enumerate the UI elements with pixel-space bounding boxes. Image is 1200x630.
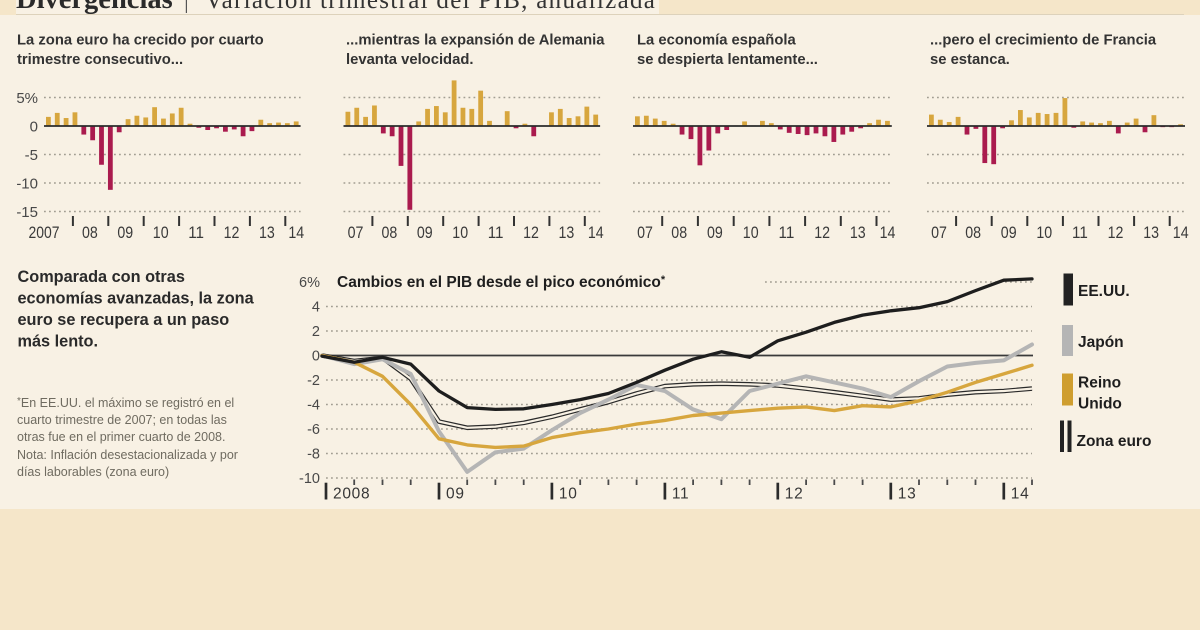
svg-text:14: 14 [288, 224, 304, 242]
svg-text:-8: -8 [307, 447, 320, 463]
svg-text:La economía española: La economía española [637, 33, 796, 49]
svg-text:09: 09 [707, 224, 723, 242]
svg-text:5%: 5% [16, 90, 38, 107]
svg-text:11: 11 [779, 224, 795, 242]
svg-text:10: 10 [743, 224, 759, 242]
svg-text:-5: -5 [25, 147, 38, 164]
svg-text:10: 10 [153, 224, 169, 242]
svg-text:6%: 6% [299, 275, 320, 291]
svg-text:-2: -2 [307, 373, 320, 389]
svg-text:2008: 2008 [333, 486, 370, 503]
svg-text:levanta velocidad.: levanta velocidad. [346, 52, 473, 68]
svg-text:12: 12 [814, 224, 830, 242]
svg-text:4: 4 [312, 300, 320, 316]
svg-text:13: 13 [850, 224, 866, 242]
svg-text:13: 13 [559, 224, 575, 242]
svg-text:euro se recupera a un paso: euro se recupera a un paso [18, 311, 230, 329]
svg-text:-10: -10 [16, 176, 38, 193]
svg-text:10: 10 [559, 486, 578, 503]
svg-text:09: 09 [446, 486, 465, 503]
svg-text:11: 11 [1072, 224, 1088, 242]
svg-text:0: 0 [312, 349, 320, 365]
svg-text:...mientras la expansión de Al: ...mientras la expansión de Alemania [346, 33, 605, 49]
svg-text:11: 11 [672, 486, 690, 503]
svg-text:-10: -10 [299, 471, 320, 487]
svg-text:08: 08 [965, 224, 981, 242]
svg-text:12: 12 [1108, 224, 1124, 242]
svg-text:La zona euro ha crecido por cu: La zona euro ha crecido por cuarto [17, 33, 264, 49]
svg-text:Divergencias: Divergencias [16, 0, 173, 15]
svg-text:Reino: Reino [1078, 375, 1121, 392]
svg-text:más lento.: más lento. [18, 333, 99, 351]
svg-text:13: 13 [898, 486, 917, 503]
svg-text:otras fue en el primer cuarto: otras fue en el primer cuarto de 2008. [17, 430, 225, 444]
svg-text:07: 07 [637, 224, 653, 242]
svg-text:11: 11 [188, 224, 204, 242]
svg-text:0: 0 [30, 119, 38, 136]
svg-text:08: 08 [671, 224, 687, 242]
svg-text:economías avanzadas, la zona: economías avanzadas, la zona [18, 290, 255, 308]
svg-text:12: 12 [523, 224, 539, 242]
svg-text:14: 14 [1011, 486, 1030, 503]
svg-text:Unido: Unido [1078, 396, 1122, 413]
svg-text:*En EE.UU. el máximo se regist: *En EE.UU. el máximo se registró en el [17, 396, 234, 410]
svg-text:13: 13 [259, 224, 275, 242]
svg-text:09: 09 [417, 224, 433, 242]
svg-text:-15: -15 [16, 204, 38, 221]
svg-text:se despierta lentamente...: se despierta lentamente... [637, 52, 818, 68]
svg-text:se estanca.: se estanca. [930, 52, 1010, 68]
svg-text:2007: 2007 [29, 224, 60, 242]
svg-text:Nota: Inflación desestacionali: Nota: Inflación desestacionalizada y por [17, 448, 238, 462]
svg-text:14: 14 [1173, 224, 1189, 242]
svg-text:07: 07 [931, 224, 947, 242]
svg-text:...pero el crecimiento de Fran: ...pero el crecimiento de Francia [930, 33, 1157, 49]
svg-text:|: | [184, 0, 189, 14]
svg-text:Zona euro: Zona euro [1077, 433, 1152, 450]
svg-text:08: 08 [382, 224, 398, 242]
svg-text:10: 10 [1036, 224, 1052, 242]
svg-text:12: 12 [224, 224, 240, 242]
svg-text:14: 14 [880, 224, 896, 242]
svg-text:12: 12 [785, 486, 804, 503]
svg-text:10: 10 [452, 224, 468, 242]
svg-text:días laborables (zona euro): días laborables (zona euro) [17, 465, 169, 479]
svg-text:08: 08 [82, 224, 98, 242]
svg-text:14: 14 [588, 224, 604, 242]
svg-text:11: 11 [488, 224, 504, 242]
svg-text:2: 2 [312, 324, 320, 340]
svg-text:Cambios en el PIB desde el pic: Cambios en el PIB desde el pico económic… [337, 274, 666, 291]
svg-text:07: 07 [348, 224, 364, 242]
svg-text:EE.UU.: EE.UU. [1078, 283, 1130, 300]
svg-text:Japón: Japón [1078, 334, 1124, 351]
svg-text:-6: -6 [307, 422, 320, 438]
svg-text:-4: -4 [307, 398, 320, 414]
svg-text:09: 09 [117, 224, 133, 242]
svg-text:cuarto trimestre de 2007; en t: cuarto trimestre de 2007; en todas las [17, 413, 227, 427]
svg-text:Variación trimestral del PIB,: Variación trimestral del PIB, anualizada [205, 0, 656, 14]
svg-text:Comparada con otras: Comparada con otras [18, 268, 185, 286]
svg-text:09: 09 [1001, 224, 1017, 242]
svg-text:13: 13 [1143, 224, 1159, 242]
svg-text:trimestre consecutivo...: trimestre consecutivo... [17, 52, 183, 68]
